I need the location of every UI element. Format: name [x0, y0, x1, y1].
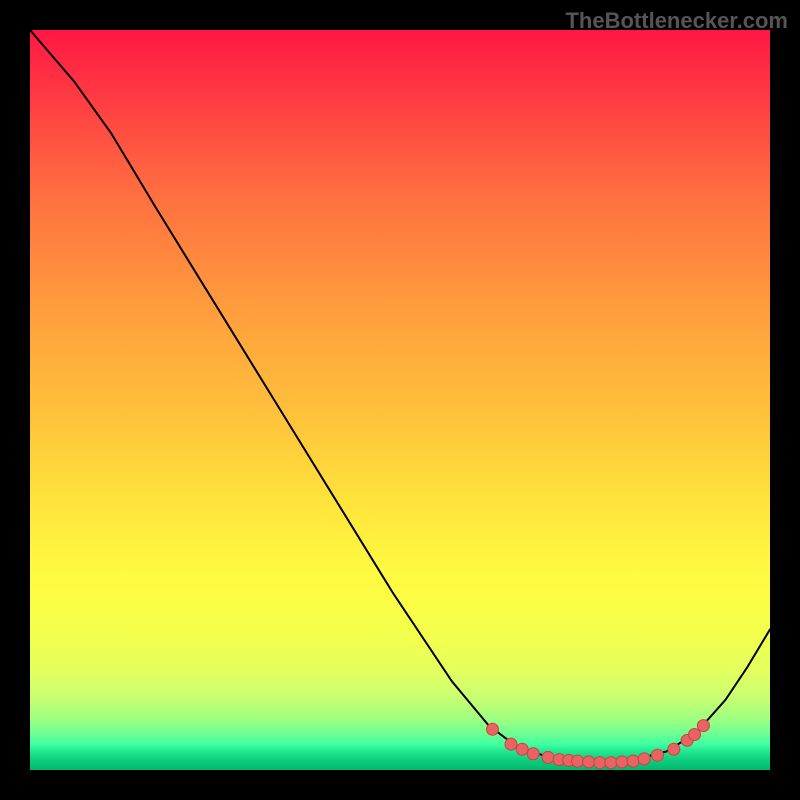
data-marker: [583, 756, 595, 768]
data-marker: [605, 757, 617, 769]
data-marker: [616, 756, 628, 768]
data-marker: [697, 720, 709, 732]
data-marker: [594, 757, 606, 769]
data-marker: [505, 738, 517, 750]
data-marker: [638, 753, 650, 765]
gradient-background: [30, 30, 770, 770]
data-marker: [668, 743, 680, 755]
chart-container: TheBottlenecker.com: [0, 0, 800, 800]
data-marker: [652, 749, 664, 761]
watermark-text: TheBottlenecker.com: [565, 8, 788, 34]
data-marker: [689, 728, 701, 740]
plot-area: [30, 30, 770, 770]
data-marker: [516, 743, 528, 755]
data-marker: [627, 755, 639, 767]
plot-svg: [30, 30, 770, 770]
data-marker: [487, 723, 499, 735]
data-marker: [572, 755, 584, 767]
data-marker: [527, 748, 539, 760]
data-marker: [542, 751, 554, 763]
